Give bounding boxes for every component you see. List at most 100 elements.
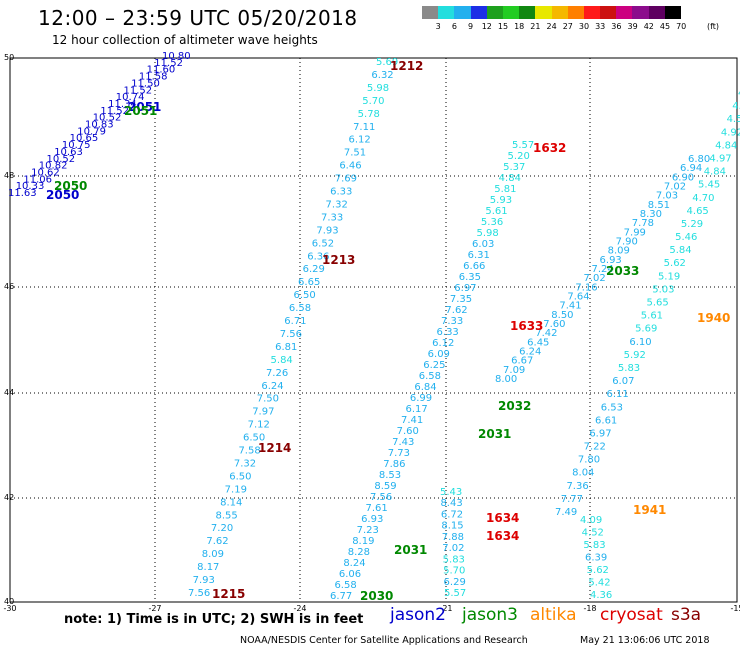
pass-id-label: 2050 xyxy=(54,179,87,193)
swh-value-label: 7.26 xyxy=(266,368,288,379)
swh-value-label: 6.50 xyxy=(293,290,315,301)
map-subtitle: 12 hour collection of altimeter wave hei… xyxy=(52,33,318,47)
swh-value-label: 8.00 xyxy=(495,374,517,385)
swh-value-label: 5.46 xyxy=(675,232,697,243)
swh-value-label: 10.33 xyxy=(16,181,45,192)
swh-value-label: 5.83 xyxy=(583,540,605,551)
swh-value-label: 7.22 xyxy=(584,442,606,453)
swh-value-label: 5.57 xyxy=(444,588,466,599)
swh-value-label: 7.51 xyxy=(344,148,366,159)
swh-value-label: 6.45 xyxy=(527,337,549,348)
color-scale-unit: (ft) xyxy=(707,22,720,31)
map-title: 12:00 – 23:59 UTC 05/20/2018 xyxy=(38,6,358,30)
pass-id-label: 2051 xyxy=(128,100,161,114)
color-swatch xyxy=(422,6,439,19)
swh-value-label: 6.25 xyxy=(423,360,445,371)
color-swatch xyxy=(616,6,633,19)
swh-value-label: 5.43 xyxy=(440,487,462,498)
swh-value-label: 7.93 xyxy=(316,225,338,236)
swh-value-label: 5.45 xyxy=(698,180,720,191)
pass-id-label: 1634 xyxy=(486,529,519,543)
swh-value-label: 7.93 xyxy=(193,575,215,586)
swh-value-label: 4.84 xyxy=(499,173,521,184)
color-scale-tick: 12 xyxy=(481,22,492,31)
swh-value-label: 10.75 xyxy=(62,140,91,151)
swh-value-label: 5.69 xyxy=(376,57,398,68)
pass-id-label: 1941 xyxy=(633,503,666,517)
latitude-tick-label: 48 xyxy=(4,171,14,180)
swh-value-label: 6.03 xyxy=(472,239,494,250)
swh-value-label: 6.12 xyxy=(348,135,370,146)
pass-id-label: 1215 xyxy=(212,587,245,601)
swh-value-label: 8.28 xyxy=(348,547,370,558)
color-swatch xyxy=(551,6,568,19)
swh-value-label: 6.12 xyxy=(432,338,454,349)
swh-value-label: 7.88 xyxy=(442,532,464,543)
swh-value-label: 7.61 xyxy=(366,503,388,514)
color-swatch xyxy=(519,6,536,19)
swh-value-label: 4.84 xyxy=(704,167,726,178)
swh-value-label: 7.36 xyxy=(566,481,588,492)
swh-value-label: 7.78 xyxy=(632,218,654,229)
swh-value-label: 6.36 xyxy=(307,251,329,262)
swh-value-label: 4.09 xyxy=(580,515,602,526)
swh-value-label: 10.63 xyxy=(54,147,83,158)
pass-id-label: 2032 xyxy=(498,399,531,413)
swh-value-label: 6.10 xyxy=(629,337,651,348)
swh-value-label: 5.78 xyxy=(358,109,380,120)
swh-value-label: 7.80 xyxy=(578,455,600,466)
swh-value-label: 7.32 xyxy=(234,458,256,469)
swh-value-label: 6.81 xyxy=(275,342,297,353)
swh-value-label: 8.14 xyxy=(220,497,242,508)
color-scale-labels: 3 6 9 12 15 18 21 24 27 30 33 36 39 42 45 70 xyxy=(422,22,740,34)
swh-value-label: 6.53 xyxy=(601,402,623,413)
swh-value-label: 5.42 xyxy=(588,578,610,589)
swh-value-label: 7.73 xyxy=(388,448,410,459)
swh-value-label: 4.65 xyxy=(687,206,709,217)
color-swatch xyxy=(648,6,665,19)
swh-value-label: 11.63 xyxy=(8,188,37,199)
swh-value-label: 5.84 xyxy=(669,245,691,256)
color-scale-tick: 42 xyxy=(643,22,654,31)
longitude-tick-label: -27 xyxy=(148,604,161,613)
latitude-tick-label: 42 xyxy=(4,493,14,502)
swh-value-label: 8.43 xyxy=(440,498,462,509)
swh-value-label: 5.65 xyxy=(647,298,669,309)
color-scale-tick: 6 xyxy=(451,22,457,31)
swh-value-label: 6.72 xyxy=(441,509,463,520)
swh-value-label: 8.59 xyxy=(374,481,396,492)
swh-value-label: 5.62 xyxy=(664,258,686,269)
swh-value-label: 8.24 xyxy=(343,558,365,569)
color-scale-tick: 15 xyxy=(497,22,509,31)
color-scale-tick: 45 xyxy=(659,22,671,31)
swh-value-label: 7.56 xyxy=(370,492,392,503)
swh-value-label: 11.52 xyxy=(154,58,183,69)
swh-value-label: 6.99 xyxy=(410,393,432,404)
swh-value-label: 7.02 xyxy=(583,273,605,284)
swh-value-label: 4.59 xyxy=(727,114,740,125)
color-swatch xyxy=(583,6,601,19)
plot-frame xyxy=(9,57,738,603)
legend-altika: altika xyxy=(530,605,577,625)
swh-value-label: 5.61 xyxy=(485,206,507,217)
swh-value-label: 5.93 xyxy=(490,195,512,206)
swh-value-label: 8.04 xyxy=(572,468,594,479)
swh-value-label: 5.98 xyxy=(476,228,498,239)
pass-id-label: 1940 xyxy=(697,311,730,325)
longitude-tick-label: -18 xyxy=(583,604,596,613)
swh-value-label: 8.09 xyxy=(202,549,224,560)
swh-value-label: 5.20 xyxy=(508,151,530,162)
swh-value-label: 6.35 xyxy=(459,272,481,283)
pass-id-label: 2030 xyxy=(360,589,393,603)
swh-value-label: 6.29 xyxy=(444,577,466,588)
pass-id-label: 1212 xyxy=(390,59,423,73)
swh-value-label: 10.79 xyxy=(77,126,106,137)
swh-value-label: 7.50 xyxy=(257,394,279,405)
legend-cryosat: cryosat xyxy=(600,605,663,625)
swh-value-label: 6.33 xyxy=(437,327,459,338)
swh-value-label: 7.60 xyxy=(543,319,565,330)
swh-value-label: 6.65 xyxy=(298,277,320,288)
swh-value-label: 5.70 xyxy=(362,96,384,107)
swh-value-label: 6.32 xyxy=(371,70,393,81)
color-scale-tick: 33 xyxy=(595,22,606,31)
